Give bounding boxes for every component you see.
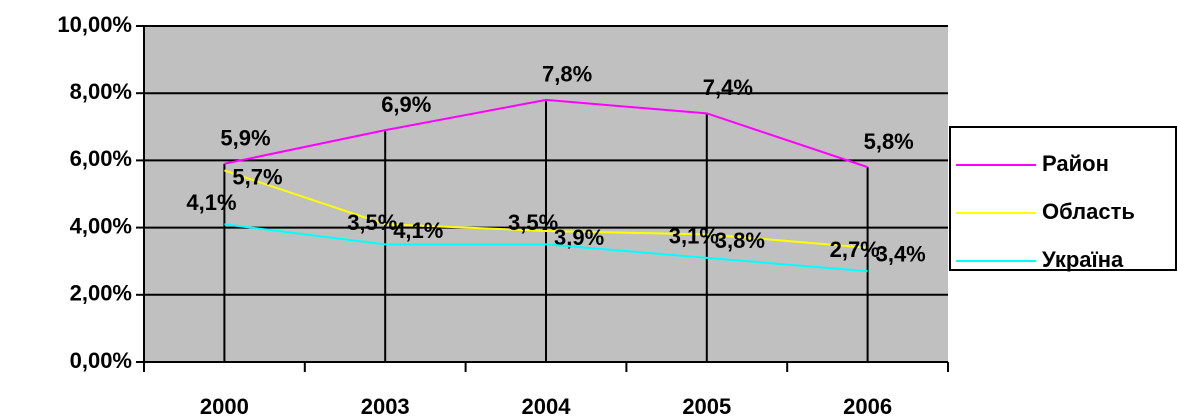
y-tick-label: 10,00% (57, 12, 132, 37)
x-tick-label: 2004 (522, 394, 572, 419)
data-label: 4,1% (393, 218, 443, 243)
x-tick-label: 2003 (361, 394, 410, 419)
data-label: 2,7% (830, 237, 880, 262)
data-label: 6,9% (381, 92, 431, 117)
y-tick-label: 2,00% (70, 281, 132, 306)
series-line (224, 169, 868, 249)
y-tick-label: 4,00% (70, 213, 132, 238)
y-tick-label: 6,00% (70, 146, 132, 171)
legend-label: Область (1042, 199, 1135, 224)
data-label: 7,4% (703, 75, 753, 100)
legend (949, 126, 1177, 271)
data-label: 3,8% (715, 228, 765, 253)
data-label: 3,4% (876, 242, 926, 267)
data-label: 3,1% (669, 224, 719, 249)
y-tick-label: 0,00% (70, 348, 132, 373)
x-tick-label: 2000 (200, 394, 249, 419)
data-label: 4,1% (186, 190, 236, 215)
series-line (224, 223, 868, 273)
legend-label: Україна (1042, 247, 1124, 272)
data-label: 5,7% (232, 164, 282, 189)
data-label: 5,9% (220, 126, 270, 151)
data-label: 3,5% (347, 210, 397, 235)
data-label: 3,5% (508, 210, 558, 235)
x-tick-label: 2006 (843, 394, 892, 419)
x-tick-label: 2005 (682, 394, 731, 419)
legend-label: Район (1042, 151, 1109, 176)
data-label: 5,8% (864, 129, 914, 154)
y-tick-label: 8,00% (70, 79, 132, 104)
series-line (224, 98, 868, 169)
data-label: 7,8% (542, 62, 592, 87)
